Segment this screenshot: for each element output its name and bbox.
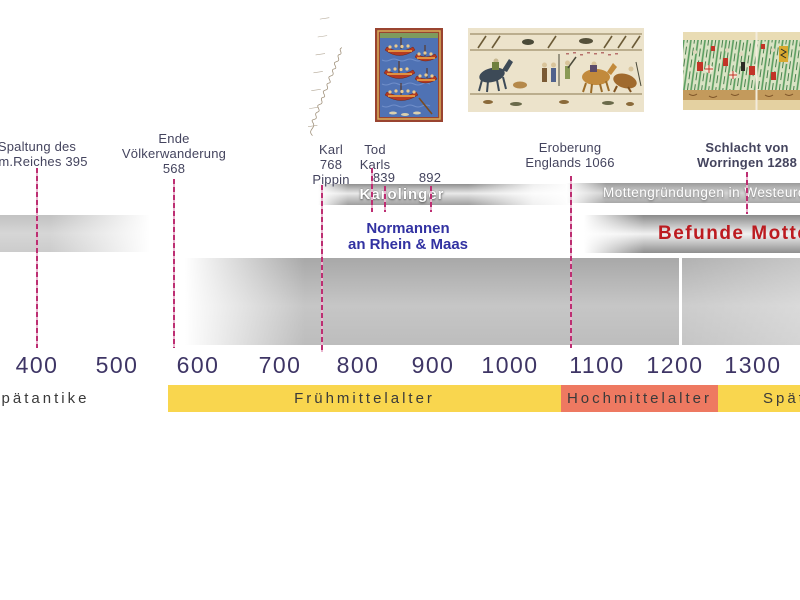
mottengruendungen-band: Mottengründungen in Westeuropa bbox=[566, 183, 800, 203]
period-spaetmittelalter: Spätmittelalter bbox=[718, 385, 800, 412]
befunde-motte-band: Befunde Motte A bbox=[584, 215, 800, 253]
karolinger-band: Karolinger bbox=[318, 184, 578, 205]
year-tick-1300: 1300 bbox=[724, 352, 782, 378]
year-tick-800: 800 bbox=[336, 352, 380, 378]
dash-line-1288 bbox=[746, 172, 748, 214]
dash-line-768 bbox=[321, 185, 323, 352]
period-fruehmittelalter: Frühmittelalter bbox=[168, 385, 561, 412]
period-hochmittelalter: Hochmittelalter bbox=[561, 385, 718, 412]
mottengruendungen-band-label: Mottengründungen in Westeuropa bbox=[603, 185, 800, 200]
bayeux-tapestry-image bbox=[468, 28, 644, 112]
dash-line-892 bbox=[430, 186, 432, 212]
handwritten-script-icon bbox=[307, 17, 342, 136]
event-karl-pippin-label: Karl 768 Pippin bbox=[312, 142, 350, 187]
battle-of-worringen-image bbox=[683, 32, 800, 110]
event-839-label: 839 bbox=[372, 170, 396, 185]
dash-line-1066 bbox=[570, 176, 572, 348]
dash-line-568 bbox=[173, 179, 175, 348]
year-tick-1000: 1000 bbox=[481, 352, 539, 378]
timeline-bar-left-segment bbox=[185, 258, 679, 345]
karolinger-band-label: Karolinger bbox=[359, 186, 445, 203]
befunde-motte-label: Befunde Motte A bbox=[658, 223, 800, 244]
dash-line-839 bbox=[384, 186, 386, 212]
event-tod-karls-label: Tod Karls bbox=[359, 142, 391, 172]
event-eroberung-englands-label: Eroberung Englands 1066 bbox=[525, 140, 615, 170]
event-892-label: 892 bbox=[418, 170, 442, 185]
year-tick-1200: 1200 bbox=[646, 352, 704, 378]
period-spaetantike: Spätantike bbox=[0, 390, 90, 407]
year-tick-1100: 1100 bbox=[569, 352, 625, 378]
normannen-label: Normannen an Rhein & Maas bbox=[347, 220, 469, 253]
event-schlacht-worringen-label: Schlacht von Worringen 1288 bbox=[696, 140, 798, 170]
timeline-bar-right-segment bbox=[682, 258, 800, 345]
year-tick-900: 900 bbox=[411, 352, 455, 378]
year-tick-500: 500 bbox=[95, 352, 139, 378]
event-voelkerwanderung-label: Ende Völkerwanderung 568 bbox=[121, 131, 227, 176]
year-tick-600: 600 bbox=[176, 352, 220, 378]
year-tick-400: 400 bbox=[15, 352, 59, 378]
dash-line-395 bbox=[36, 168, 38, 348]
normannen-fleet-miniature-image bbox=[375, 28, 443, 122]
dash-line-tod-karls bbox=[371, 168, 373, 212]
event-spaltung-label: Spaltung des röm.Reiches 395 bbox=[0, 139, 88, 169]
antique-period-bar bbox=[0, 215, 160, 252]
year-tick-700: 700 bbox=[258, 352, 302, 378]
